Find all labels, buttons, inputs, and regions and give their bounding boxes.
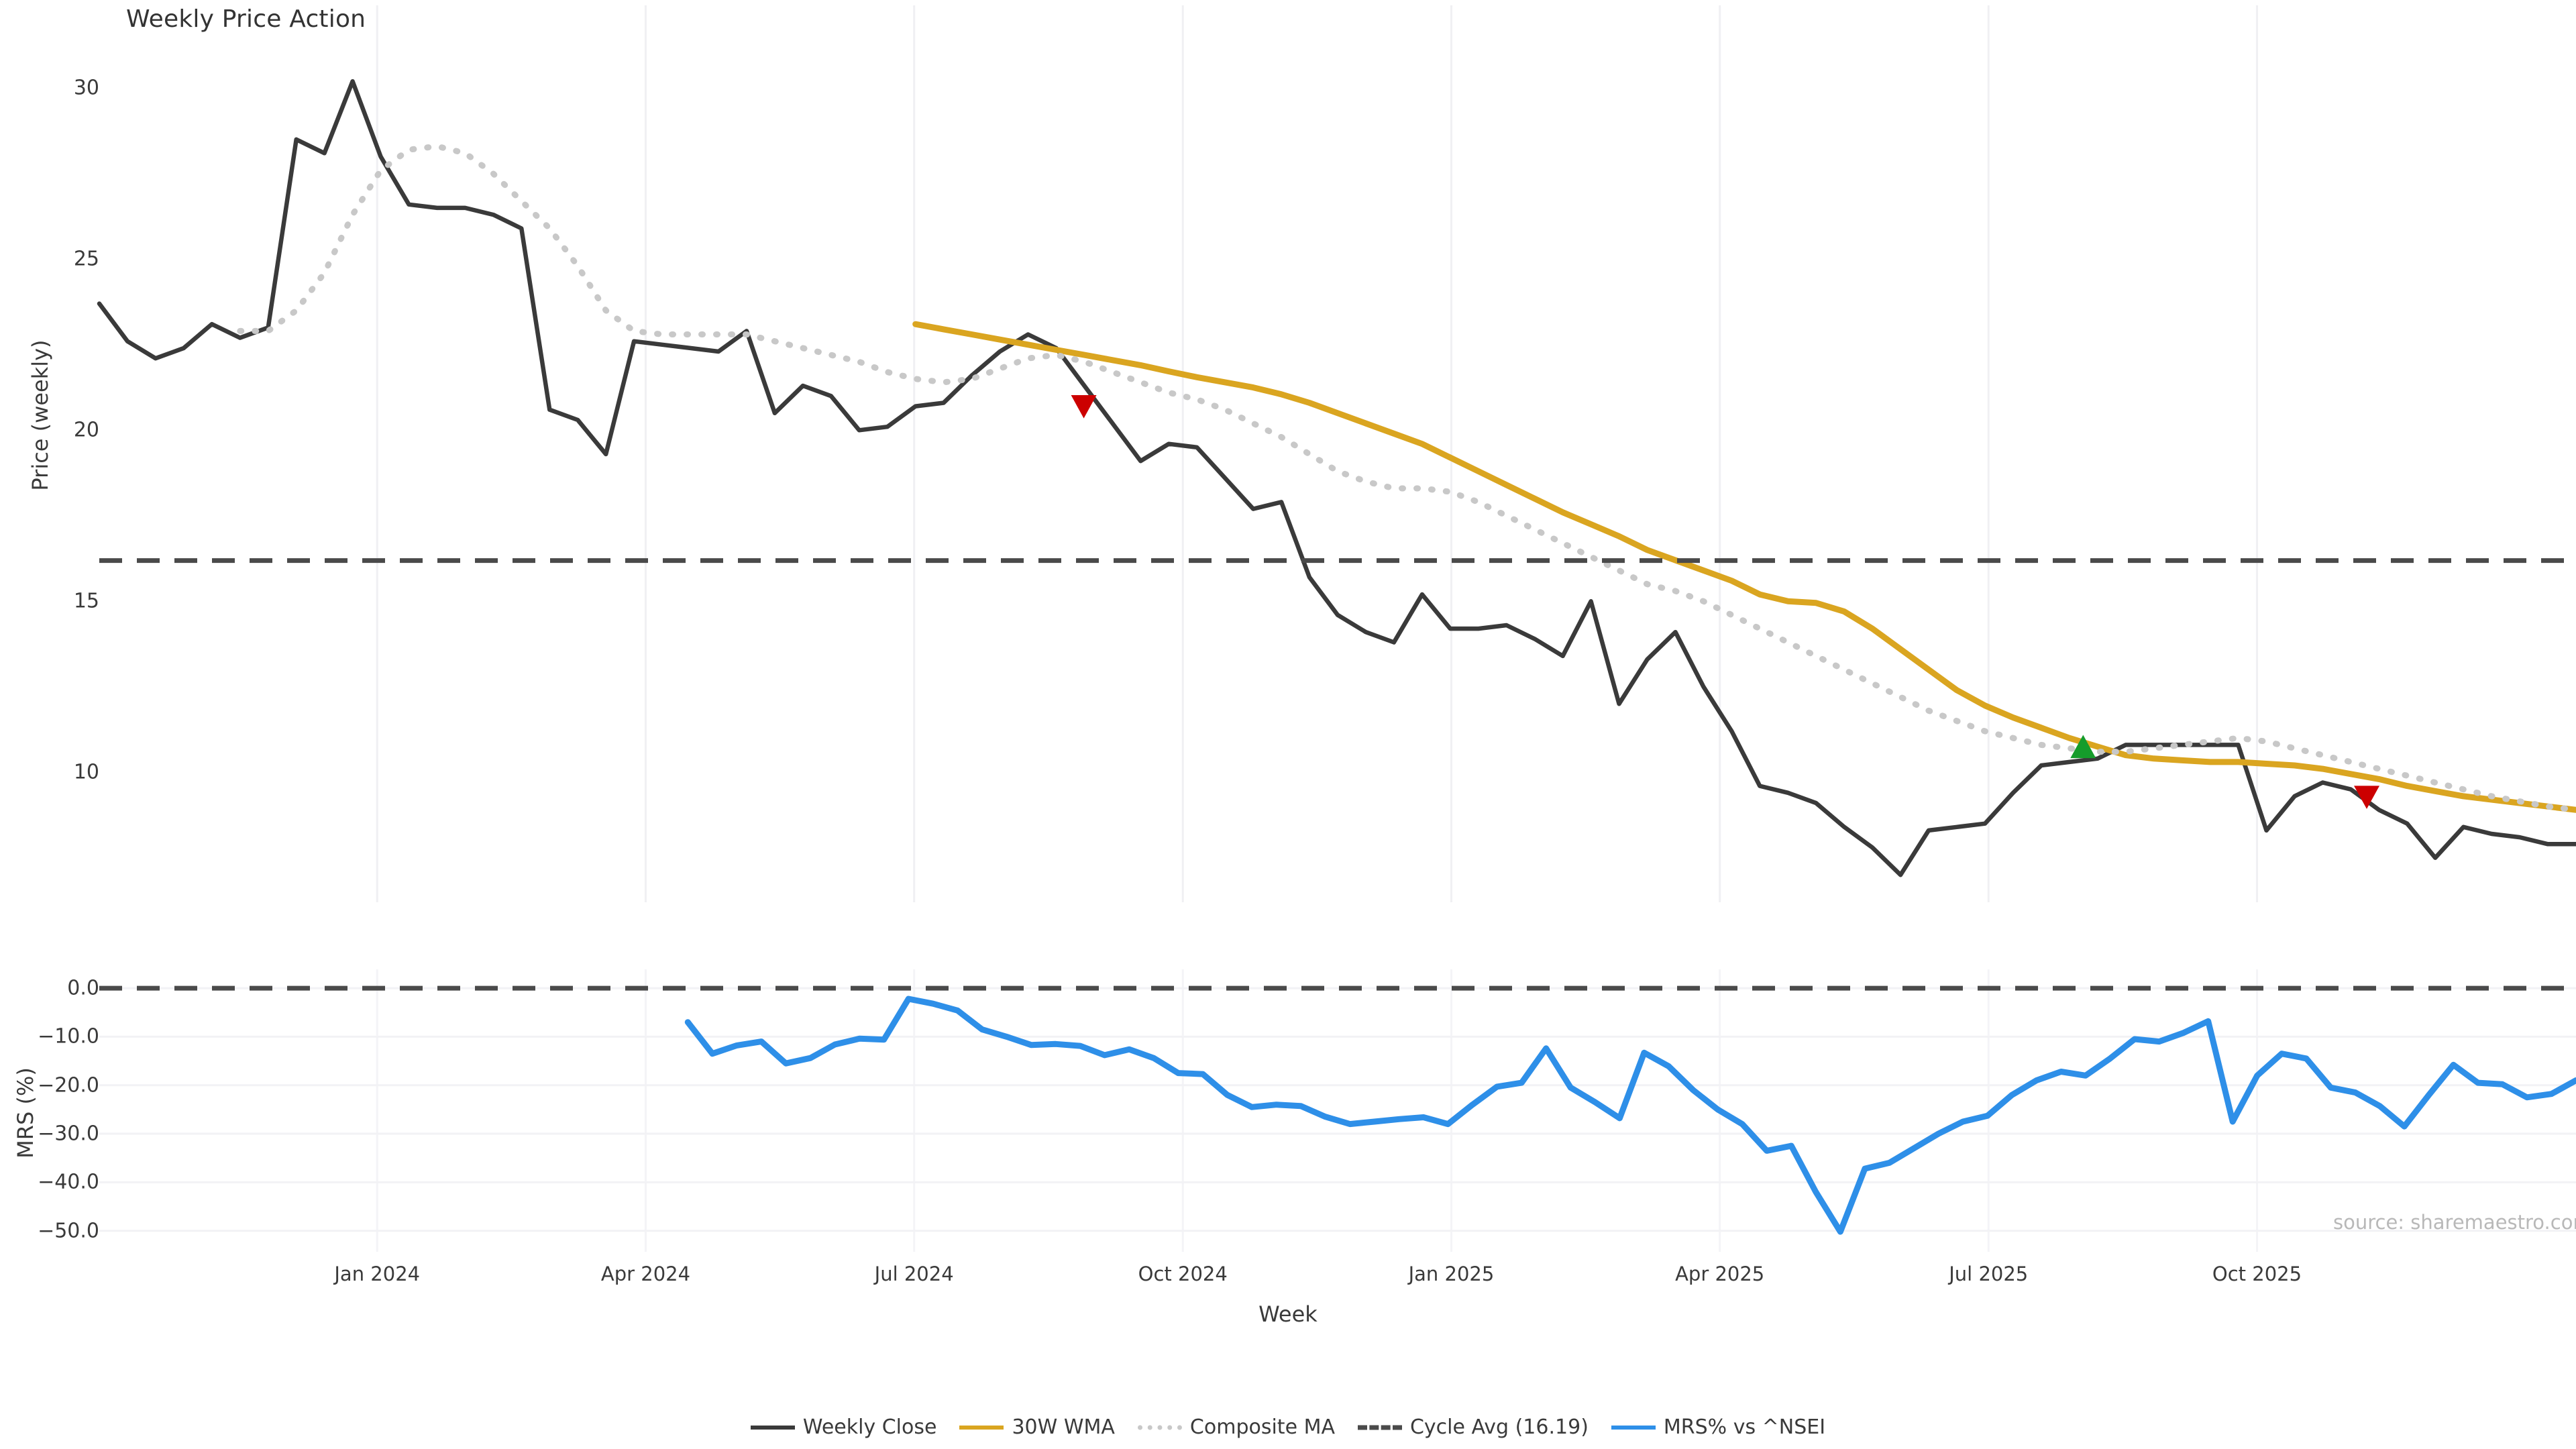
series-composite-ma	[237, 143, 2576, 813]
mrs-y-tick-label: −30.0	[38, 1122, 99, 1146]
series-weekly-close	[97, 78, 2576, 877]
x-tick-label: Oct 2024	[1138, 1263, 1228, 1285]
series-mrs-vs-nsei	[684, 996, 2576, 1235]
price-y-tick-label: 25	[73, 247, 99, 271]
buy-marker-triangle-up-icon	[2070, 735, 2096, 759]
x-tick-label: Jan 2024	[334, 1263, 421, 1285]
legend-item[interactable]: Cycle Avg (16.19)	[1357, 1415, 1589, 1439]
x-tick-label: Oct 2025	[2212, 1263, 2302, 1285]
x-tick-label: Jul 2025	[1949, 1263, 2029, 1285]
x-tick-label: Jul 2024	[874, 1263, 954, 1285]
series-30w-wma	[912, 321, 2576, 813]
source-watermark: source: sharemaestro.com	[2333, 1211, 2576, 1234]
mrs-y-tick-label: −40.0	[38, 1170, 99, 1194]
sell-marker-triangle-down-icon	[1071, 395, 1097, 419]
legend-swatch-solid-icon	[1611, 1421, 1656, 1434]
mrs-y-tick-label: −10.0	[38, 1024, 99, 1049]
price-y-tick-label: 10	[73, 760, 99, 784]
price-y-tick-label: 30	[73, 76, 99, 100]
price-y-tick-label: 15	[73, 589, 99, 613]
legend-label: MRS% vs ^NSEI	[1663, 1415, 1826, 1439]
legend-item[interactable]: Composite MA	[1137, 1415, 1335, 1439]
legend-item[interactable]: MRS% vs ^NSEI	[1611, 1415, 1825, 1439]
x-axis-label: Week	[1258, 1301, 1318, 1327]
legend-swatch-solid-icon	[959, 1421, 1004, 1434]
mrs-y-tick-label: −50.0	[38, 1219, 99, 1243]
mrs-y-tick-label: −20.0	[38, 1073, 99, 1097]
mrs-y-tick-label: 0.0	[67, 976, 99, 1000]
x-tick-label: Apr 2025	[1675, 1263, 1765, 1285]
legend-label: Cycle Avg (16.19)	[1409, 1415, 1589, 1439]
legend-item[interactable]: 30W WMA	[959, 1415, 1115, 1439]
x-tick-label: Apr 2024	[600, 1263, 691, 1285]
legend-swatch-dashed-icon	[1357, 1421, 1402, 1434]
sell-marker-triangle-down-icon	[2354, 786, 2380, 809]
legend-label: Weekly Close	[802, 1415, 937, 1439]
legend-label: 30W WMA	[1012, 1415, 1115, 1439]
legend-swatch-dotted-icon	[1137, 1421, 1182, 1434]
chart-legend: Weekly Close 30W WMA Composite MA Cycle Avg…	[0, 1415, 2576, 1439]
x-tick-label: Jan 2025	[1408, 1263, 1495, 1285]
page-title: Weekly Price Action	[126, 5, 366, 33]
price-y-tick-label: 20	[73, 418, 99, 442]
legend-label: Composite MA	[1189, 1415, 1335, 1439]
legend-swatch-solid-icon	[750, 1421, 795, 1434]
legend-item[interactable]: Weekly Close	[750, 1415, 937, 1439]
